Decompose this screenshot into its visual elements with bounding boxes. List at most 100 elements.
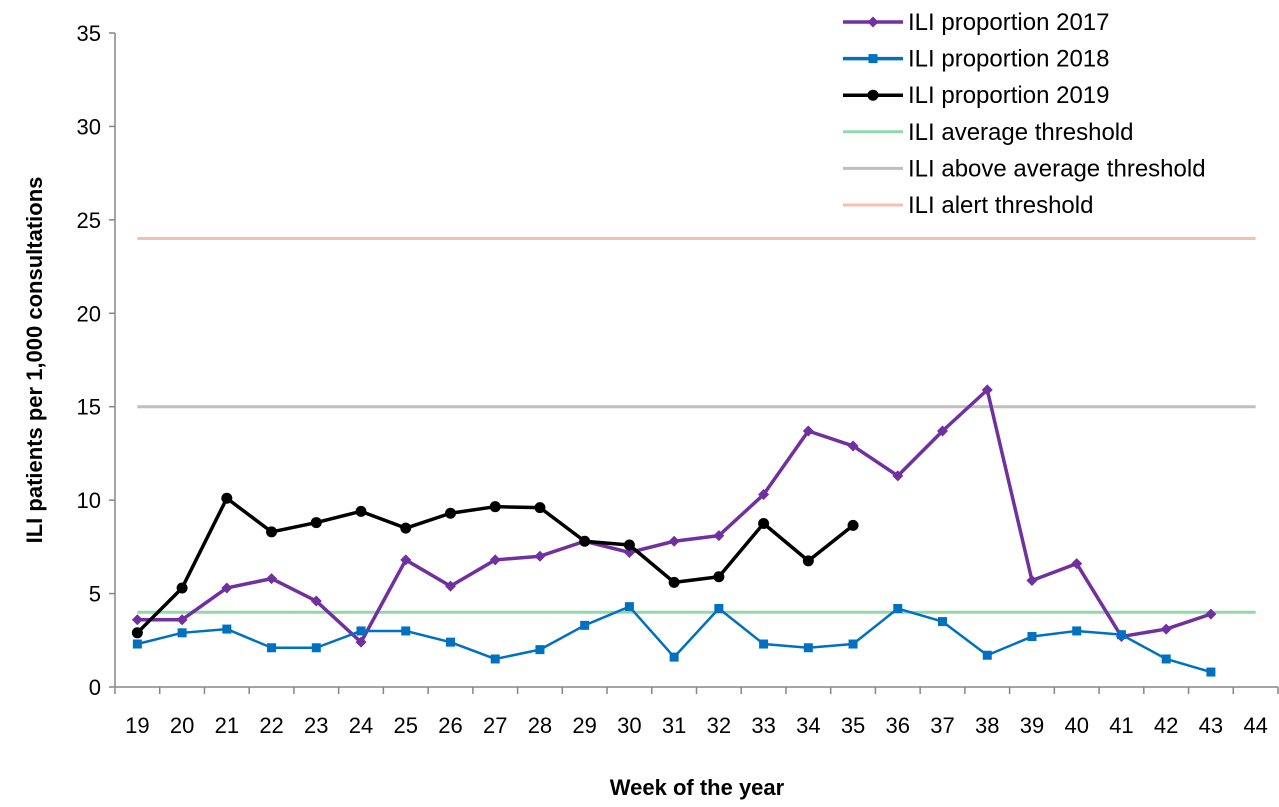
data-point — [937, 425, 949, 437]
data-point — [267, 643, 277, 653]
y-tick-label: 30 — [77, 114, 101, 139]
data-point — [1161, 654, 1171, 664]
y-tick-label: 15 — [77, 395, 101, 420]
data-point — [758, 518, 770, 529]
legend-marker — [867, 16, 879, 28]
legend-item: ILI proportion 2018 — [843, 46, 1109, 73]
series-group — [131, 384, 1217, 648]
data-point — [445, 637, 455, 647]
data-point — [489, 554, 501, 566]
data-point — [221, 492, 233, 504]
data-point — [401, 626, 411, 636]
data-point — [534, 502, 546, 514]
x-ticks: 19 20 21 22 23 24 25 26 27 28 29 30 31 32 33 34 35 36 37 38… — [114, 687, 1279, 738]
x-tick-label: 33 — [751, 713, 775, 738]
data-point — [892, 470, 904, 482]
y-tick-label: 35 — [77, 21, 101, 46]
legend-item: ILI average threshold — [843, 119, 1133, 146]
data-point — [847, 519, 859, 531]
data-point — [714, 604, 724, 614]
data-point — [1026, 574, 1038, 586]
x-tick-label: 24 — [349, 713, 373, 738]
legend-label: ILI average threshold — [908, 119, 1133, 146]
data-point — [1072, 626, 1082, 636]
data-point — [355, 636, 367, 648]
data-point — [1071, 558, 1083, 570]
data-point — [668, 576, 680, 588]
data-point — [848, 639, 858, 649]
legend-label: ILI proportion 2019 — [908, 82, 1109, 109]
legend-item: ILI proportion 2017 — [843, 9, 1109, 36]
data-point — [310, 517, 322, 529]
y-tick-label: 0 — [89, 675, 101, 700]
data-point — [759, 639, 769, 649]
data-point — [981, 384, 993, 396]
x-tick-label: 32 — [707, 713, 731, 738]
data-point — [580, 620, 590, 630]
x-tick-label: 40 — [1064, 713, 1088, 738]
data-point — [131, 614, 143, 626]
data-point — [802, 555, 814, 567]
data-point — [400, 554, 412, 566]
series-line — [137, 388, 1212, 644]
legend-label: ILI alert threshold — [908, 192, 1093, 219]
data-point — [176, 614, 188, 626]
x-tick-label: 34 — [796, 713, 820, 738]
data-point — [490, 654, 500, 664]
x-axis-title: Week of the year — [610, 775, 785, 800]
y-axis-title: ILI patients per 1,000 consultations — [22, 177, 47, 544]
legend-item: ILI alert threshold — [843, 192, 1093, 219]
x-tick-label: 25 — [394, 713, 418, 738]
x-tick-label: 35 — [841, 713, 865, 738]
legend-item: ILI proportion 2019 — [843, 82, 1109, 109]
data-point — [802, 425, 814, 437]
threshold-lines — [137, 237, 1256, 614]
data-point — [623, 539, 635, 551]
data-point — [535, 645, 545, 655]
data-point — [893, 604, 903, 614]
data-point — [982, 650, 992, 660]
data-point — [310, 595, 322, 607]
x-tick-label: 39 — [1020, 713, 1044, 738]
x-tick-label: 22 — [259, 713, 283, 738]
data-point — [668, 535, 680, 547]
data-point — [444, 580, 456, 592]
x-tick-label: 26 — [438, 713, 462, 738]
y-tick-label: 5 — [89, 582, 101, 607]
y-ticks: 0 5 10 15 20 25 30 35 — [77, 21, 115, 700]
legend-marker — [867, 89, 879, 101]
x-tick-label: 44 — [1243, 713, 1267, 738]
data-point — [177, 628, 187, 638]
data-point — [938, 617, 948, 627]
legend-label: ILI proportion 2017 — [908, 9, 1109, 36]
x-tick-label: 43 — [1199, 713, 1223, 738]
data-point — [847, 440, 859, 452]
y-tick-label: 10 — [77, 488, 101, 513]
data-point — [444, 507, 456, 519]
data-point — [758, 489, 770, 501]
data-point — [176, 582, 188, 594]
x-tick-label: 21 — [215, 713, 239, 738]
x-tick-label: 20 — [170, 713, 194, 738]
data-point — [669, 652, 679, 662]
series-group — [132, 602, 1216, 677]
data-point — [1160, 623, 1172, 635]
data-point — [803, 643, 813, 653]
x-tick-label: 36 — [886, 713, 910, 738]
x-tick-label: 23 — [304, 713, 328, 738]
x-tick-label: 37 — [930, 713, 954, 738]
data-point — [131, 627, 143, 639]
x-tick-label: 41 — [1109, 713, 1133, 738]
x-tick-label: 31 — [662, 713, 686, 738]
data-point — [713, 571, 725, 583]
data-point — [713, 530, 725, 542]
data-point — [400, 522, 412, 534]
x-tick-label: 27 — [483, 713, 507, 738]
data-point — [1206, 667, 1216, 677]
x-tick-label: 29 — [572, 713, 596, 738]
x-tick-label: 28 — [528, 713, 552, 738]
data-point — [221, 582, 233, 594]
legend-label: ILI proportion 2018 — [908, 46, 1109, 73]
data-point — [1205, 608, 1217, 620]
